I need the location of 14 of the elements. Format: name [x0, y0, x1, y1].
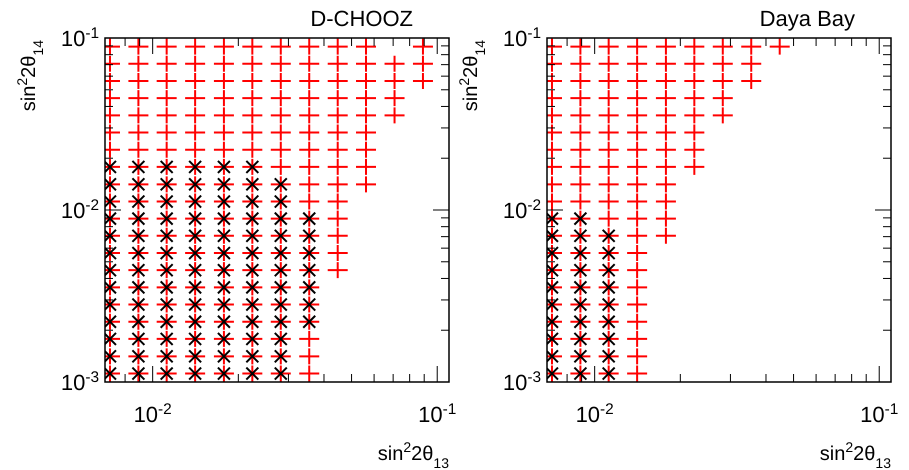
chart-title: D-CHOOZ: [310, 6, 413, 31]
x-tick-label: 10$^{-2}$: [134, 400, 172, 427]
y-tick-label: 10$^{-1}$: [60, 24, 99, 51]
x-tick-label: 10$^{-1}$: [418, 400, 456, 427]
chart-title: Daya Bay: [760, 6, 855, 31]
y-tick-label: 10$^{-3}$: [60, 368, 99, 395]
y-tick-label: 10$^{-3}$: [502, 368, 541, 395]
x-tick-label: 10$^{-2}$: [576, 400, 614, 427]
y-tick-label: 10$^{-2}$: [502, 196, 541, 223]
y-tick-label: 10$^{-2}$: [60, 196, 99, 223]
x-tick-label: 10$^{-1}$: [860, 400, 898, 427]
y-tick-label: 10$^{-1}$: [502, 24, 541, 51]
x-axis-title: sin$^{2}$2θ$_{13}$: [378, 439, 450, 470]
x-axis-title: sin$^{2}$2θ$_{13}$: [820, 439, 892, 470]
